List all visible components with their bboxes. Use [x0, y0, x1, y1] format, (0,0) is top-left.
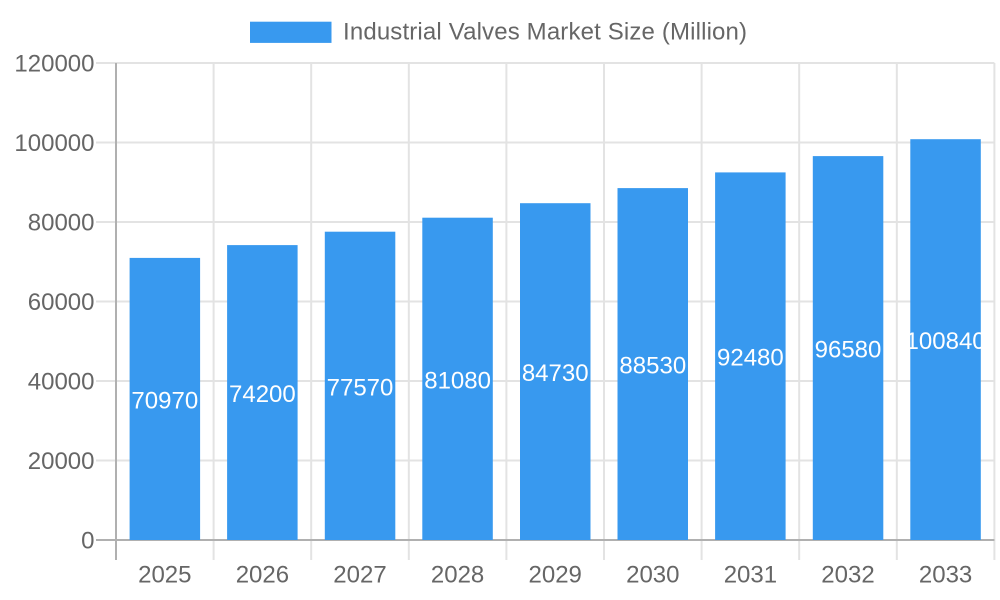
svg-text:77570: 77570: [327, 374, 394, 401]
svg-text:2027: 2027: [333, 562, 386, 589]
svg-text:74200: 74200: [229, 381, 296, 408]
svg-text:2032: 2032: [821, 562, 874, 589]
svg-text:2030: 2030: [626, 562, 679, 589]
svg-text:40000: 40000: [28, 369, 95, 396]
svg-text:92480: 92480: [717, 345, 784, 372]
svg-text:80000: 80000: [28, 210, 95, 237]
svg-text:0: 0: [81, 528, 94, 555]
svg-text:60000: 60000: [28, 289, 95, 316]
svg-text:96580: 96580: [815, 337, 882, 364]
svg-text:88530: 88530: [619, 353, 686, 380]
svg-text:Industrial Valves Market Size: Industrial Valves Market Size (Million): [343, 19, 747, 46]
svg-text:100000: 100000: [14, 130, 94, 157]
svg-text:2025: 2025: [138, 562, 191, 589]
svg-text:20000: 20000: [28, 448, 95, 475]
svg-text:2033: 2033: [919, 562, 972, 589]
svg-text:100840: 100840: [906, 328, 986, 355]
svg-text:2028: 2028: [431, 562, 484, 589]
svg-text:120000: 120000: [14, 51, 94, 78]
svg-text:2031: 2031: [724, 562, 777, 589]
svg-text:84730: 84730: [522, 360, 589, 387]
svg-text:70970: 70970: [131, 387, 198, 414]
svg-text:2026: 2026: [236, 562, 289, 589]
svg-text:2029: 2029: [529, 562, 582, 589]
svg-text:81080: 81080: [424, 367, 491, 394]
